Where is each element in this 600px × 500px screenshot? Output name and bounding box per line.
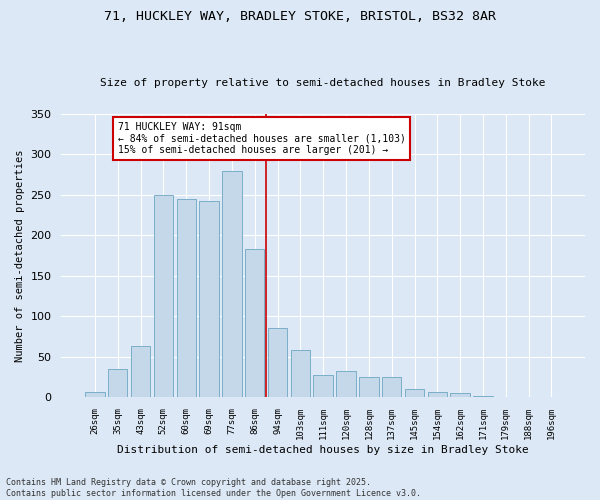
Text: 71, HUCKLEY WAY, BRADLEY STOKE, BRISTOL, BS32 8AR: 71, HUCKLEY WAY, BRADLEY STOKE, BRISTOL,… bbox=[104, 10, 496, 23]
Bar bbox=[176, 199, 196, 398]
Bar bbox=[542, 396, 561, 398]
Bar bbox=[268, 328, 287, 398]
Bar bbox=[131, 346, 150, 398]
Bar bbox=[519, 396, 538, 398]
Bar bbox=[496, 396, 515, 398]
Bar bbox=[199, 200, 219, 398]
X-axis label: Distribution of semi-detached houses by size in Bradley Stoke: Distribution of semi-detached houses by … bbox=[118, 445, 529, 455]
Title: Size of property relative to semi-detached houses in Bradley Stoke: Size of property relative to semi-detach… bbox=[100, 78, 546, 88]
Bar bbox=[405, 388, 424, 398]
Bar bbox=[245, 249, 265, 398]
Bar bbox=[337, 370, 356, 398]
Bar bbox=[451, 394, 470, 398]
Bar bbox=[290, 350, 310, 398]
Bar bbox=[222, 170, 242, 398]
Text: 71 HUCKLEY WAY: 91sqm
← 84% of semi-detached houses are smaller (1,103)
15% of s: 71 HUCKLEY WAY: 91sqm ← 84% of semi-deta… bbox=[118, 122, 406, 155]
Bar bbox=[154, 195, 173, 398]
Bar bbox=[359, 377, 379, 398]
Bar bbox=[382, 377, 401, 398]
Bar bbox=[428, 392, 447, 398]
Text: Contains HM Land Registry data © Crown copyright and database right 2025.
Contai: Contains HM Land Registry data © Crown c… bbox=[6, 478, 421, 498]
Y-axis label: Number of semi-detached properties: Number of semi-detached properties bbox=[15, 150, 25, 362]
Bar bbox=[108, 369, 127, 398]
Bar bbox=[473, 396, 493, 398]
Bar bbox=[85, 392, 104, 398]
Bar bbox=[313, 375, 333, 398]
